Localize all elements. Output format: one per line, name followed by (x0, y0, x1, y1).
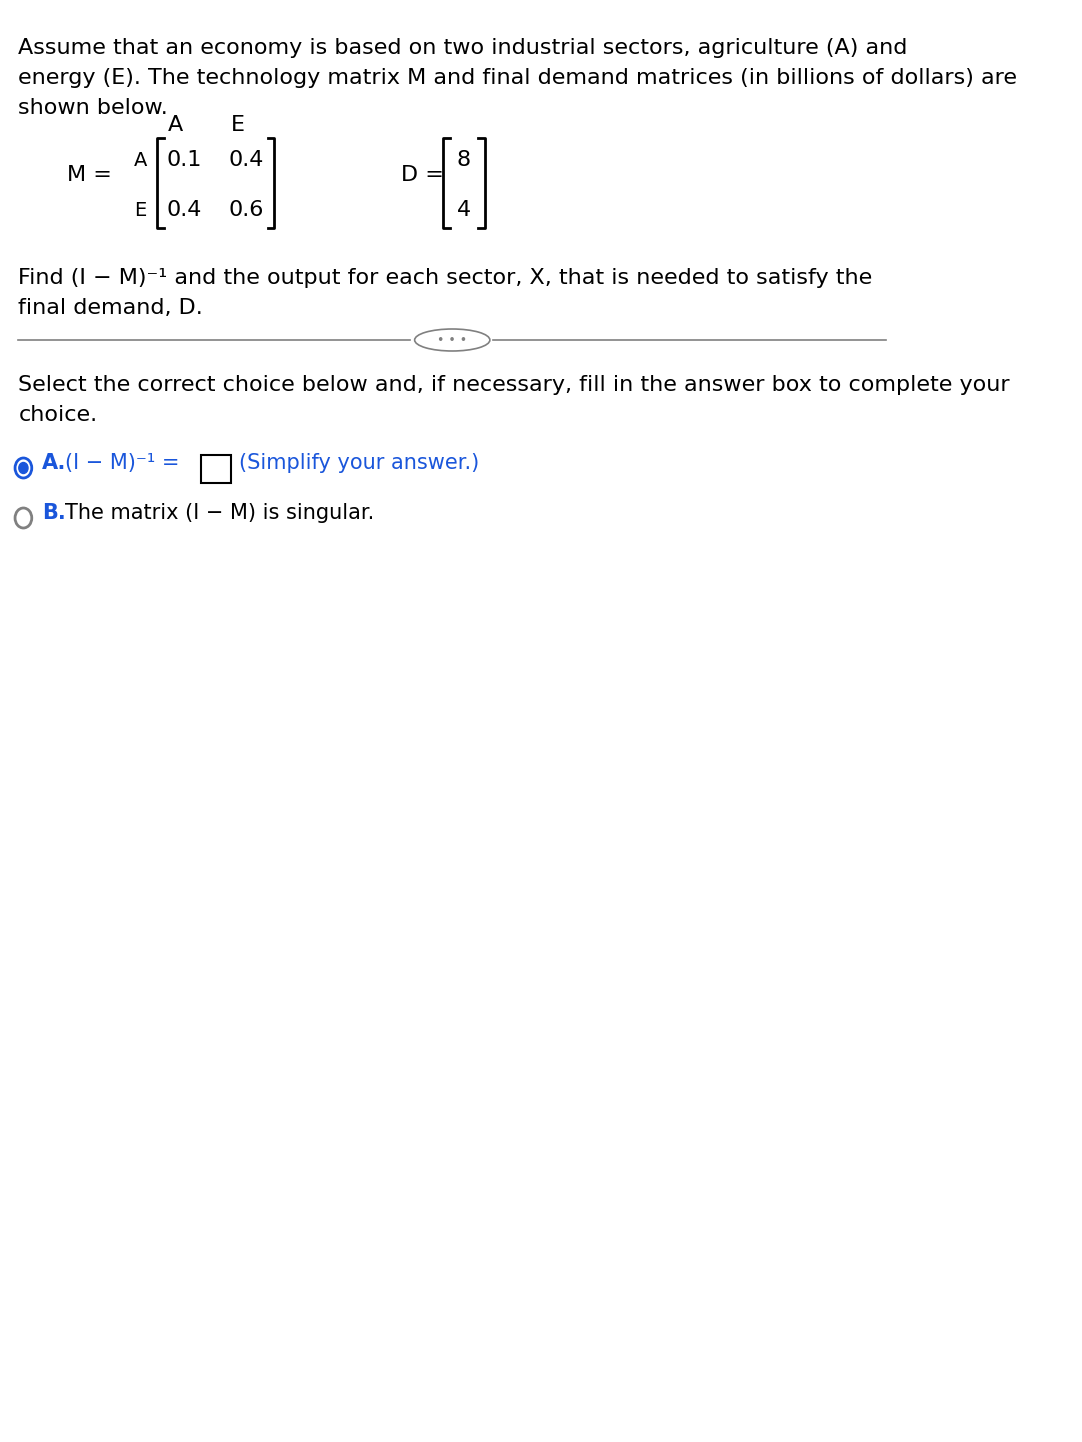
Text: B.: B. (42, 503, 66, 523)
Text: 0.6: 0.6 (229, 200, 264, 221)
Text: choice.: choice. (18, 405, 97, 425)
Text: Select the correct choice below and, if necessary, fill in the answer box to com: Select the correct choice below and, if … (18, 375, 1010, 395)
Text: Assume that an economy is based on two industrial sectors, agriculture (A) and: Assume that an economy is based on two i… (18, 37, 908, 58)
Text: A: A (168, 115, 183, 136)
Text: 0.1: 0.1 (167, 150, 201, 170)
Text: energy (E). The technology matrix M and final demand matrices (in billions of do: energy (E). The technology matrix M and … (18, 68, 1017, 88)
Text: shown below.: shown below. (18, 98, 168, 118)
Text: (I − M)⁻¹ =: (I − M)⁻¹ = (65, 453, 180, 473)
Text: final demand, D.: final demand, D. (18, 298, 203, 319)
Text: A: A (134, 150, 147, 170)
Text: Find (I − M)⁻¹ and the output for each sector, X, that is needed to satisfy the: Find (I − M)⁻¹ and the output for each s… (18, 268, 873, 288)
Text: • • •: • • • (437, 333, 467, 346)
Text: 0.4: 0.4 (229, 150, 264, 170)
Text: E: E (134, 200, 146, 219)
Text: D =: D = (401, 164, 444, 185)
Text: 8: 8 (457, 150, 471, 170)
Text: 4: 4 (457, 200, 471, 221)
Circle shape (18, 463, 28, 473)
Text: The matrix (I − M) is singular.: The matrix (I − M) is singular. (65, 503, 374, 523)
Text: M =: M = (67, 164, 111, 185)
Text: A.: A. (42, 453, 66, 473)
Text: (Simplify your answer.): (Simplify your answer.) (239, 453, 479, 473)
Text: 0.4: 0.4 (167, 200, 201, 221)
Text: E: E (232, 115, 246, 136)
